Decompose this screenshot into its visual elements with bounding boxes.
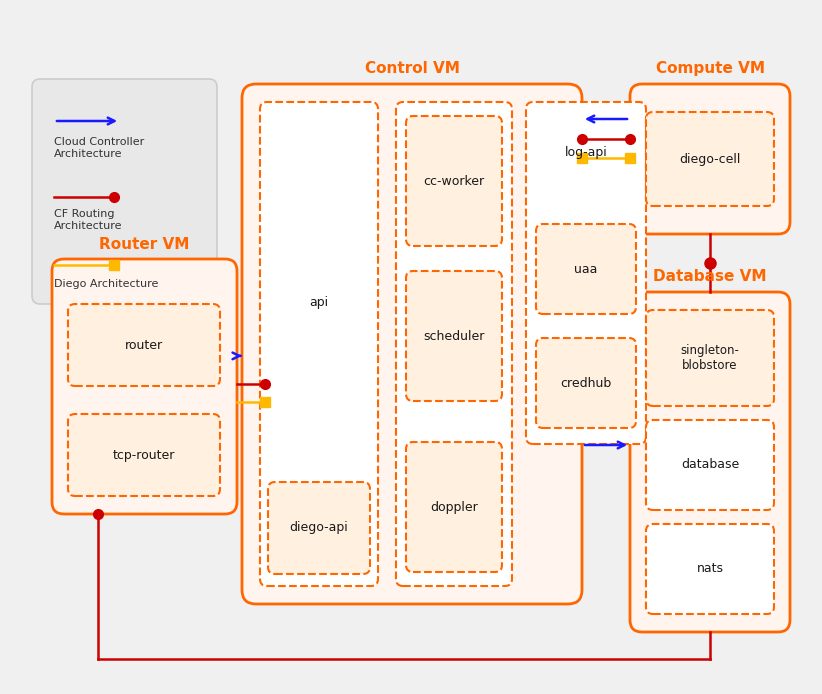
FancyBboxPatch shape [536, 338, 636, 428]
Text: Router VM: Router VM [99, 237, 190, 251]
Text: Cloud Controller
Architecture: Cloud Controller Architecture [54, 137, 144, 159]
Text: Compute VM: Compute VM [655, 60, 764, 76]
Text: scheduler: scheduler [423, 330, 485, 343]
FancyBboxPatch shape [630, 84, 790, 234]
FancyBboxPatch shape [396, 102, 512, 586]
Text: Diego Architecture: Diego Architecture [54, 279, 159, 289]
FancyBboxPatch shape [630, 292, 790, 632]
FancyBboxPatch shape [32, 79, 217, 304]
Text: log-api: log-api [565, 146, 607, 158]
FancyBboxPatch shape [68, 414, 220, 496]
FancyBboxPatch shape [406, 271, 502, 401]
Text: database: database [681, 459, 739, 471]
FancyBboxPatch shape [526, 102, 646, 444]
FancyBboxPatch shape [406, 116, 502, 246]
FancyBboxPatch shape [406, 442, 502, 572]
Text: CF Routing
Architecture: CF Routing Architecture [54, 209, 122, 230]
Text: cc-worker: cc-worker [423, 174, 484, 187]
Text: api: api [309, 296, 329, 309]
FancyBboxPatch shape [646, 310, 774, 406]
Text: uaa: uaa [575, 262, 598, 276]
FancyBboxPatch shape [646, 420, 774, 510]
FancyBboxPatch shape [646, 112, 774, 206]
Text: router: router [125, 339, 163, 351]
Text: doppler: doppler [430, 500, 478, 514]
Text: tcp-router: tcp-router [113, 448, 175, 462]
FancyBboxPatch shape [646, 524, 774, 614]
Text: diego-api: diego-api [289, 521, 349, 534]
Text: nats: nats [696, 563, 723, 575]
FancyBboxPatch shape [242, 84, 582, 604]
Text: Control VM: Control VM [365, 60, 459, 76]
Text: Database VM: Database VM [653, 269, 767, 284]
FancyBboxPatch shape [260, 102, 378, 586]
Text: singleton-
blobstore: singleton- blobstore [681, 344, 740, 372]
Text: diego-cell: diego-cell [679, 153, 741, 165]
FancyBboxPatch shape [536, 224, 636, 314]
Text: credhub: credhub [561, 377, 612, 389]
FancyBboxPatch shape [52, 259, 237, 514]
FancyBboxPatch shape [268, 482, 370, 574]
FancyBboxPatch shape [68, 304, 220, 386]
